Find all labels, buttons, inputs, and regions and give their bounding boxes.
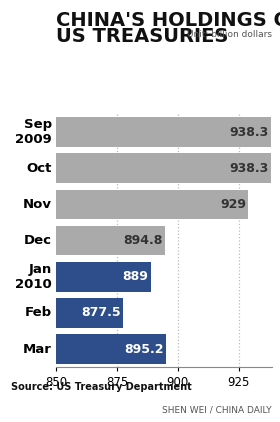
Bar — [56, 334, 166, 364]
Text: Source: US Treasury Department: Source: US Treasury Department — [11, 382, 192, 392]
Text: 889: 889 — [123, 270, 149, 283]
Text: US TREASURIES: US TREASURIES — [56, 27, 228, 46]
Bar — [56, 262, 151, 292]
Text: Unit: billion dollars: Unit: billion dollars — [186, 30, 272, 39]
Text: 895.2: 895.2 — [124, 343, 164, 356]
Bar — [56, 117, 271, 147]
Bar — [56, 189, 248, 219]
Bar — [56, 298, 123, 328]
Text: 929: 929 — [220, 198, 246, 211]
Text: SHEN WEI / CHINA DAILY: SHEN WEI / CHINA DAILY — [162, 405, 272, 414]
Text: 938.3: 938.3 — [229, 162, 269, 175]
Text: 877.5: 877.5 — [81, 306, 121, 319]
Text: 938.3: 938.3 — [229, 125, 269, 138]
Text: 894.8: 894.8 — [123, 234, 163, 247]
Text: CHINA'S HOLDINGS OF: CHINA'S HOLDINGS OF — [56, 11, 280, 30]
Bar — [56, 153, 271, 183]
Bar — [56, 226, 165, 255]
